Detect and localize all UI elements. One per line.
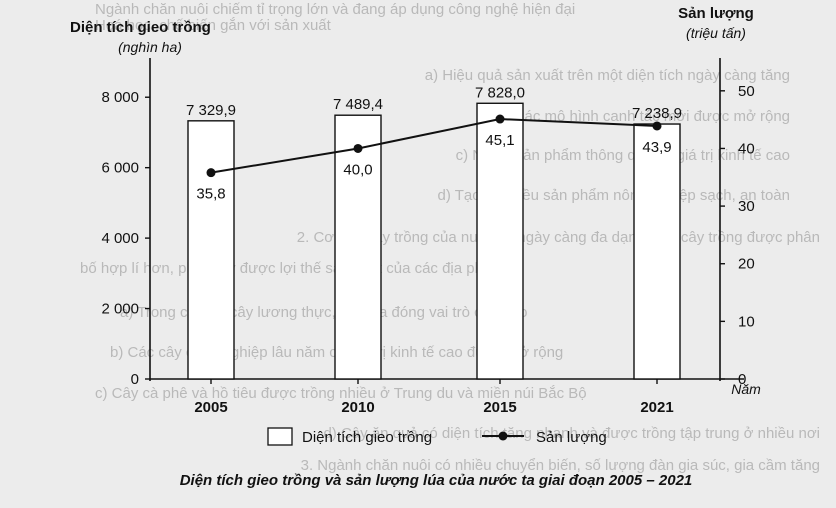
- right-axis-tick-label: 40: [738, 140, 755, 157]
- left-axis-title: Diện tích gieo trồng: [70, 19, 211, 36]
- chart-caption: Diện tích gieo trồng và sản lượng lúa củ…: [180, 472, 693, 489]
- legend-line-marker: [498, 431, 508, 441]
- x-axis-tick-label: 2005: [194, 399, 227, 416]
- right-axis-title: Sản lượng: [678, 5, 754, 22]
- line-point: [353, 143, 363, 153]
- left-axis-tick-label: 2 000: [101, 301, 139, 318]
- bar-value-label: 7 489,4: [333, 96, 383, 113]
- legend-bar-label: Diện tích gieo trồng: [302, 429, 432, 446]
- bar: [476, 102, 524, 380]
- line-value-label: 40,0: [343, 161, 372, 178]
- background-text-line: b) Các mô hình canh tác mới được mở rộng: [496, 108, 790, 125]
- line-value-label: 45,1: [485, 132, 514, 149]
- bar-value-label: 7 238,9: [632, 105, 682, 122]
- production-line: 35,8 40,0 45,1 43,9: [196, 114, 672, 203]
- x-axis-tick-label: 2010: [341, 399, 374, 416]
- bar-value-label: 7 329,9: [186, 102, 236, 119]
- background-text-line: 3. Ngành chăn nuôi có nhiều chuyển biến,…: [301, 457, 820, 474]
- background-text-line: d) Tạo ra nhiều sản phẩm nông nghiệp sạc…: [438, 187, 790, 204]
- x-axis-tick-label: 2015: [483, 399, 516, 416]
- background-text-line: 2. Cơ cấu cây trồng của nước ta ngày càn…: [297, 229, 820, 246]
- legend-bar-swatch: [267, 427, 293, 446]
- bar-value-label: 7 828,0: [475, 84, 525, 101]
- line-point: [495, 114, 505, 124]
- left-axis-tick-label: 8 000: [101, 89, 139, 106]
- background-text-line: Hoá học, chế biến gắn với sản xuất: [95, 17, 332, 34]
- right-axis-tick-label: 20: [738, 256, 755, 273]
- background-text-line: a) Hiệu quả sản xuất trên một diện tích …: [425, 67, 790, 84]
- background-text-line: c) Cây cà phê và hồ tiêu được trồng nhiề…: [95, 385, 587, 402]
- x-axis-title: Năm: [731, 381, 761, 397]
- right-axis-tick-label: 50: [738, 83, 755, 100]
- x-axis-tick-label: 2021: [640, 399, 673, 416]
- left-axis-tick-label: 6 000: [101, 160, 139, 177]
- left-axis-unit: (nghìn ha): [118, 39, 182, 55]
- background-text-line: a) Trong cơ cấu cây lương thực, cây lúa …: [120, 304, 527, 321]
- bars: 7 329,9 7 489,4 7 828,0 7 238,9: [186, 84, 682, 380]
- background-text-line: c) Nhiều sản phẩm thông qua có giá trị k…: [456, 147, 790, 164]
- right-axis-tick-label: 0: [738, 371, 746, 388]
- left-axis-tick-label: 0: [131, 371, 139, 388]
- legend: Diện tích gieo trồng Sản lượng: [267, 427, 607, 446]
- line-value-label: 43,9: [642, 139, 671, 156]
- line-value-label: 35,8: [196, 186, 225, 203]
- line-point: [206, 168, 216, 178]
- background-text-line: d) Cây ăn quả có diện tích tăng nhanh và…: [323, 425, 820, 442]
- background-text-line: Ngành chăn nuôi chiếm tỉ trọng lớn và đa…: [95, 1, 575, 18]
- right-axis-tick-label: 30: [738, 198, 755, 215]
- legend-line-label: Sản lượng: [536, 429, 607, 446]
- bar: [334, 114, 382, 380]
- right-axis-tick-label: 10: [738, 313, 755, 330]
- production-line-path: [210, 118, 658, 174]
- left-axis-tick-label: 4 000: [101, 230, 139, 247]
- right-axis-unit: (triệu tấn): [686, 25, 746, 41]
- bar: [187, 120, 235, 380]
- line-point: [652, 121, 662, 131]
- background-text-line: bố hợp lí hơn, phát huy được lợi thế sản…: [80, 260, 520, 277]
- bar: [633, 123, 681, 380]
